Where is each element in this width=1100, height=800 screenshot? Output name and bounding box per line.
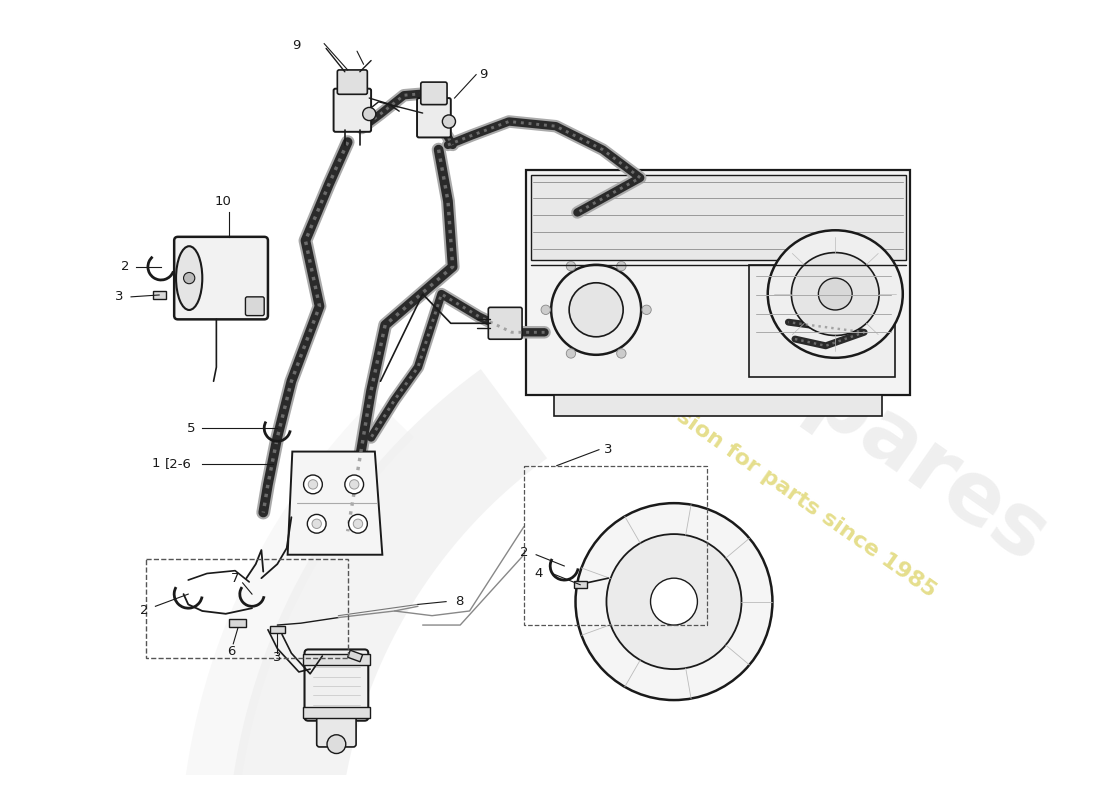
Circle shape bbox=[606, 534, 741, 669]
Circle shape bbox=[363, 107, 376, 121]
Circle shape bbox=[349, 514, 367, 533]
Circle shape bbox=[353, 519, 363, 529]
Circle shape bbox=[307, 514, 326, 533]
Polygon shape bbox=[287, 451, 383, 554]
Text: 1: 1 bbox=[152, 458, 161, 470]
FancyBboxPatch shape bbox=[488, 307, 522, 339]
Circle shape bbox=[569, 282, 624, 337]
Text: 2: 2 bbox=[121, 260, 129, 274]
Bar bbox=[270, 626, 285, 634]
Text: a passion for parts since 1985: a passion for parts since 1985 bbox=[618, 368, 939, 601]
Circle shape bbox=[344, 475, 364, 494]
Ellipse shape bbox=[176, 246, 202, 310]
Circle shape bbox=[650, 578, 697, 625]
Circle shape bbox=[566, 262, 575, 271]
Text: 9: 9 bbox=[293, 39, 300, 52]
Bar bbox=[530, 175, 905, 261]
Text: 3: 3 bbox=[116, 290, 123, 303]
Circle shape bbox=[551, 265, 641, 355]
Circle shape bbox=[642, 305, 651, 314]
Text: [2-6: [2-6 bbox=[165, 458, 191, 470]
Bar bbox=[230, 619, 246, 627]
Bar bbox=[554, 395, 882, 416]
Circle shape bbox=[308, 480, 318, 489]
Circle shape bbox=[575, 503, 772, 700]
Bar bbox=[348, 650, 363, 662]
Text: 3: 3 bbox=[604, 443, 612, 456]
Bar bbox=[524, 466, 707, 625]
Bar bbox=[153, 291, 166, 298]
Circle shape bbox=[617, 262, 626, 271]
Text: 5: 5 bbox=[187, 422, 196, 434]
Circle shape bbox=[327, 734, 345, 754]
Ellipse shape bbox=[768, 230, 903, 358]
Circle shape bbox=[184, 273, 195, 284]
FancyBboxPatch shape bbox=[421, 82, 447, 105]
Circle shape bbox=[541, 305, 550, 314]
Text: eurospares: eurospares bbox=[570, 200, 1064, 581]
Text: 3: 3 bbox=[273, 651, 282, 664]
FancyBboxPatch shape bbox=[338, 70, 367, 94]
FancyBboxPatch shape bbox=[305, 650, 369, 721]
Circle shape bbox=[442, 115, 455, 128]
FancyBboxPatch shape bbox=[245, 297, 264, 316]
FancyBboxPatch shape bbox=[317, 715, 356, 747]
Text: 2: 2 bbox=[520, 546, 529, 559]
Circle shape bbox=[304, 475, 322, 494]
Text: 10: 10 bbox=[214, 194, 231, 208]
Circle shape bbox=[350, 480, 359, 489]
Ellipse shape bbox=[791, 253, 879, 335]
Text: 6: 6 bbox=[228, 645, 235, 658]
FancyBboxPatch shape bbox=[333, 89, 371, 132]
Bar bbox=[302, 706, 371, 718]
Text: 8: 8 bbox=[455, 595, 464, 608]
Text: 9: 9 bbox=[478, 68, 487, 81]
FancyBboxPatch shape bbox=[174, 237, 268, 319]
Bar bbox=[573, 581, 586, 589]
Bar bbox=[302, 654, 371, 666]
Text: 2: 2 bbox=[141, 605, 149, 618]
Circle shape bbox=[566, 349, 575, 358]
Bar bbox=[146, 559, 348, 658]
Text: 7: 7 bbox=[231, 572, 240, 585]
FancyBboxPatch shape bbox=[417, 98, 451, 138]
Circle shape bbox=[617, 349, 626, 358]
Text: 4: 4 bbox=[535, 567, 542, 580]
Circle shape bbox=[312, 519, 321, 529]
Ellipse shape bbox=[818, 278, 852, 310]
Bar bbox=[749, 265, 895, 378]
FancyBboxPatch shape bbox=[526, 170, 911, 395]
